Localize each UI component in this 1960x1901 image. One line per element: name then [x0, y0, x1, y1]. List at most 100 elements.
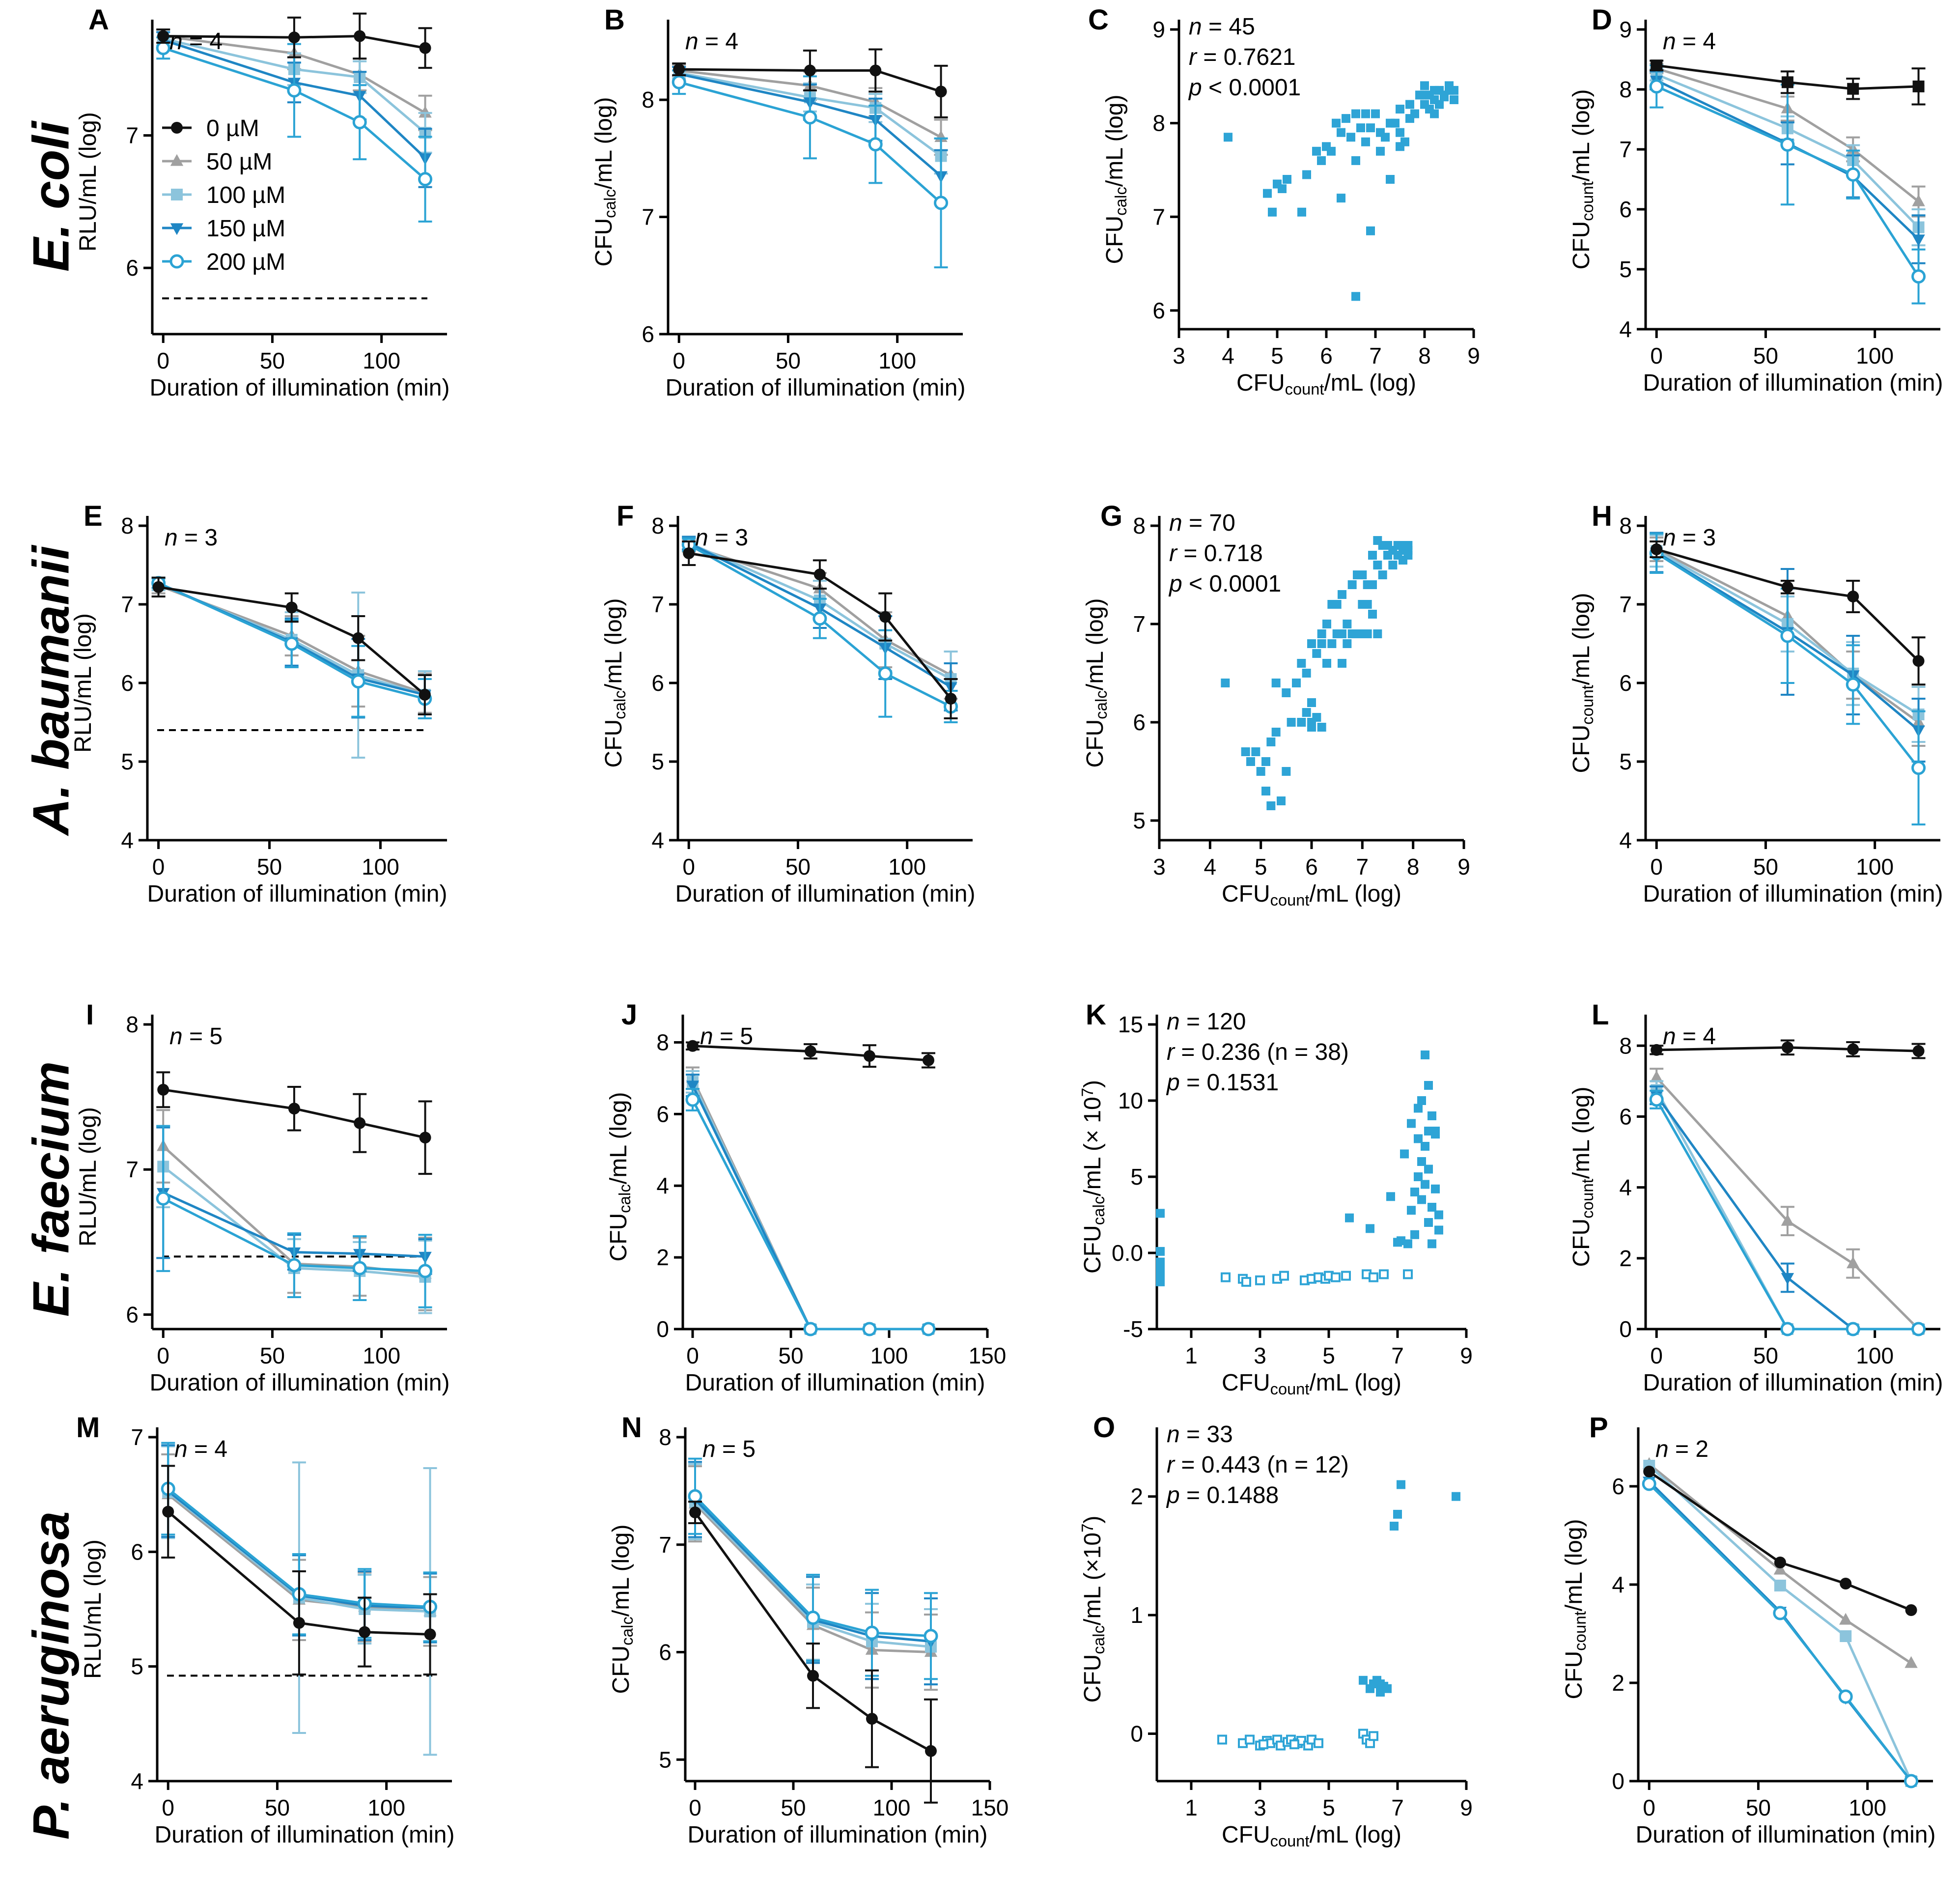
scatter-point: [1297, 718, 1306, 727]
x-tick-label: 0: [686, 1343, 699, 1368]
scatter-point: [1241, 747, 1250, 756]
data-point: [157, 30, 169, 42]
scatter-point: [1358, 570, 1367, 579]
x-tick-label: 3: [1254, 1343, 1266, 1368]
y-tick-label: 6: [656, 1101, 669, 1127]
data-point: [689, 1506, 701, 1519]
data-point: [1649, 1092, 1664, 1107]
series-4: [1649, 533, 1926, 825]
panel-n: 0 50 100 150 5 6 7 8 Duration of illumination (m…: [608, 1412, 1008, 1848]
x-tick-label: 100: [1856, 343, 1894, 369]
series-line: [163, 34, 426, 114]
series-line: [1656, 548, 1920, 724]
scatter-point: [1268, 207, 1277, 217]
scatter-point: [1428, 1239, 1436, 1248]
scatter-point: [1410, 1188, 1419, 1196]
stat-label: n = 70: [1169, 510, 1235, 536]
data-point: [1904, 1774, 1919, 1788]
x-tick-label: 100: [873, 1795, 911, 1820]
panel-e: 0 50 100 4 5 6 7 8 Duration of illumination (min…: [70, 500, 447, 907]
scatter-point: [1261, 787, 1270, 795]
stat-label: n = 33: [1167, 1421, 1233, 1447]
series-0: [1650, 59, 1926, 106]
legend-marker: [170, 223, 184, 235]
data-point: [354, 30, 366, 42]
stat-label: n = 120: [1167, 1009, 1246, 1035]
y-tick-label: -5: [1123, 1316, 1143, 1342]
x-tick-label: 9: [1460, 1343, 1473, 1368]
y-tick-label: 6: [642, 321, 654, 347]
data-point: [934, 196, 949, 210]
scatter-point: [1396, 128, 1404, 137]
x-tick-label: 1: [1185, 1795, 1198, 1820]
scatter-point: [1292, 679, 1301, 687]
x-tick-label: 7: [1391, 1795, 1404, 1820]
x-tick-label: 100: [878, 348, 916, 373]
data-point: [1649, 79, 1664, 94]
data-point: [812, 611, 827, 626]
x-axis-label: Duration of illumination (min): [155, 1822, 455, 1848]
panel-letter: J: [621, 999, 637, 1031]
scatter-point: [1356, 123, 1365, 133]
data-point: [1781, 1041, 1793, 1053]
scatter-point: [1338, 629, 1346, 638]
data-point: [1840, 1630, 1852, 1642]
series-0: [682, 540, 958, 719]
series-line: [163, 1192, 425, 1258]
data-point: [683, 547, 695, 559]
series-1: [1650, 1068, 1925, 1334]
scatter-point: [1361, 109, 1370, 118]
panel-b: 0 50 100 6 7 8 Duration of illumination (min) C…: [591, 4, 965, 401]
data-point: [1912, 234, 1925, 247]
scatter-point-open: [1279, 1271, 1289, 1281]
series-4: [688, 1457, 938, 1680]
y-tick-label: 10: [1118, 1088, 1143, 1113]
n-label: n = 4: [1663, 28, 1716, 55]
scatter-point: [1397, 1236, 1405, 1246]
scatter-point: [1277, 796, 1286, 805]
x-tick-label: 50: [260, 1343, 285, 1368]
scatter-point: [1317, 639, 1326, 648]
y-tick-label: 4: [1619, 827, 1632, 853]
data-point: [1780, 1322, 1795, 1336]
data-point: [1911, 761, 1926, 775]
scatter-point: [1302, 708, 1311, 717]
data-point: [1651, 1044, 1663, 1056]
scatter-point: [1287, 718, 1296, 727]
scatter-point: [1347, 580, 1357, 589]
data-point: [352, 632, 364, 644]
scatter-point: [1156, 1209, 1165, 1218]
data-point: [418, 172, 433, 187]
y-tick-label: 2: [1612, 1670, 1624, 1696]
series-line: [694, 1499, 931, 1643]
data-point: [352, 115, 367, 130]
series-line: [167, 1510, 430, 1636]
y-axis-label: CFUcalc/mL (log): [606, 1092, 634, 1262]
panel-c: 3 4 5 6 7 8 9 6 7 8 9 CFUcount/mL (log) CFUcalc/mL (…: [1088, 4, 1480, 398]
y-tick-label: 4: [656, 1173, 669, 1198]
x-tick-label: 50: [778, 1343, 803, 1368]
panel-letter: E: [84, 500, 103, 532]
scatter-point: [1317, 723, 1326, 732]
data-point: [424, 1628, 436, 1641]
scatter-point-open: [1289, 1739, 1299, 1750]
y-tick-label: 8: [642, 87, 654, 113]
data-point: [1642, 1476, 1656, 1491]
scatter-point-open: [1379, 1269, 1389, 1279]
data-point: [1774, 1557, 1786, 1568]
x-axis-label: Duration of illumination (min): [150, 375, 450, 401]
y-tick-label: 8: [1133, 513, 1146, 539]
series-1: [686, 1066, 935, 1334]
scatter-point: [1261, 757, 1270, 766]
scatter-point: [1435, 100, 1444, 109]
x-tick-label: 100: [1856, 1343, 1894, 1368]
scatter-point: [1430, 109, 1439, 118]
series-line: [163, 47, 426, 180]
scatter-point: [1363, 629, 1372, 638]
series-line: [678, 73, 942, 177]
series-line: [691, 1078, 928, 1331]
scatter-point: [1351, 156, 1360, 165]
series-0: [1650, 540, 1926, 686]
x-axis-label: Duration of illumination (min): [685, 1370, 985, 1396]
